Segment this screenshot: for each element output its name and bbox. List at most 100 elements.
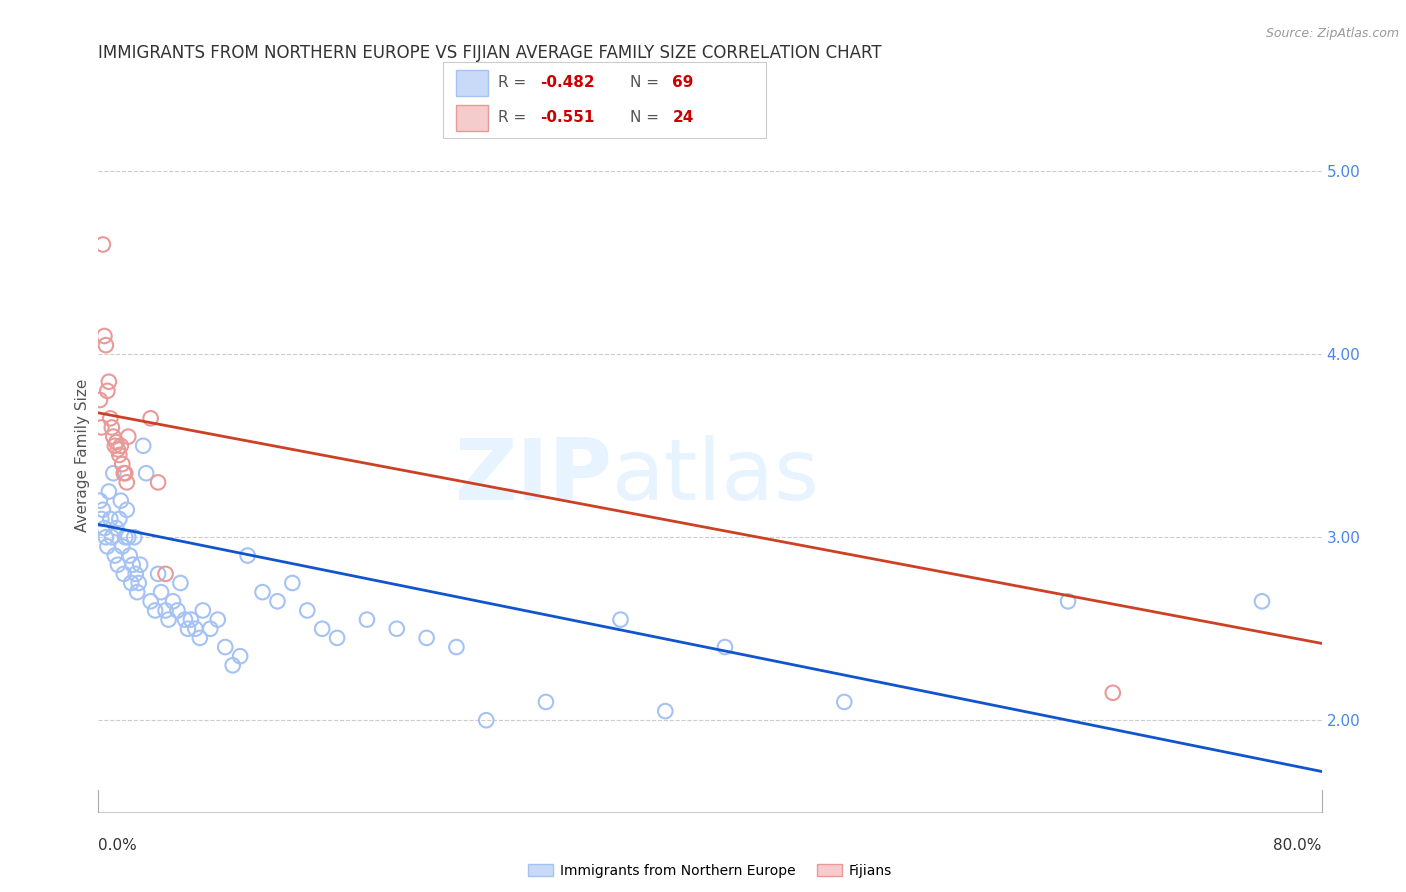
Point bbox=[174, 613, 197, 627]
Point bbox=[90, 420, 112, 434]
Point bbox=[111, 540, 134, 554]
FancyBboxPatch shape bbox=[456, 70, 488, 95]
Point bbox=[111, 457, 134, 471]
Point bbox=[103, 429, 125, 443]
Point bbox=[108, 512, 131, 526]
Point bbox=[122, 530, 145, 544]
Point bbox=[127, 585, 149, 599]
Point bbox=[654, 704, 676, 718]
Point bbox=[108, 448, 131, 462]
Point bbox=[93, 521, 115, 535]
Text: R =: R = bbox=[498, 111, 531, 125]
Point bbox=[1251, 594, 1274, 608]
Point bbox=[184, 622, 207, 636]
Text: 80.0%: 80.0% bbox=[1274, 838, 1322, 854]
Point bbox=[94, 530, 117, 544]
Point bbox=[385, 622, 408, 636]
Point bbox=[107, 442, 129, 457]
Point bbox=[89, 392, 111, 407]
Text: 69: 69 bbox=[672, 76, 695, 90]
Point bbox=[162, 594, 184, 608]
Point bbox=[112, 566, 135, 581]
Point bbox=[832, 695, 855, 709]
Point bbox=[118, 549, 141, 563]
Point bbox=[90, 512, 112, 526]
Point bbox=[155, 603, 177, 617]
Point bbox=[139, 411, 162, 425]
Text: N =: N = bbox=[630, 111, 664, 125]
Point bbox=[143, 603, 166, 617]
Text: N =: N = bbox=[630, 76, 664, 90]
Text: IMMIGRANTS FROM NORTHERN EUROPE VS FIJIAN AVERAGE FAMILY SIZE CORRELATION CHART: IMMIGRANTS FROM NORTHERN EUROPE VS FIJIA… bbox=[98, 45, 882, 62]
Point bbox=[91, 237, 114, 252]
Point bbox=[135, 467, 157, 481]
Text: 0.0%: 0.0% bbox=[98, 838, 138, 854]
Point bbox=[114, 467, 136, 481]
Text: R =: R = bbox=[498, 76, 531, 90]
Point bbox=[146, 566, 169, 581]
Point bbox=[98, 512, 121, 526]
Point bbox=[110, 439, 132, 453]
Text: -0.551: -0.551 bbox=[540, 111, 595, 125]
Point bbox=[112, 467, 135, 481]
Text: Source: ZipAtlas.com: Source: ZipAtlas.com bbox=[1265, 27, 1399, 40]
Point bbox=[266, 594, 288, 608]
Point bbox=[446, 640, 468, 654]
Point bbox=[415, 631, 437, 645]
Point bbox=[94, 338, 117, 352]
Point bbox=[132, 439, 155, 453]
Text: 24: 24 bbox=[672, 111, 695, 125]
FancyBboxPatch shape bbox=[443, 62, 766, 138]
Point bbox=[166, 603, 188, 617]
Point bbox=[326, 631, 349, 645]
Point bbox=[169, 576, 191, 591]
Point bbox=[297, 603, 319, 617]
Point bbox=[157, 613, 180, 627]
Point bbox=[89, 493, 111, 508]
Point bbox=[98, 411, 121, 425]
Point bbox=[534, 695, 557, 709]
Point bbox=[155, 566, 177, 581]
FancyBboxPatch shape bbox=[456, 105, 488, 130]
Point bbox=[121, 558, 143, 572]
Point bbox=[146, 475, 169, 490]
Point bbox=[475, 713, 498, 727]
Point bbox=[104, 439, 127, 453]
Point bbox=[115, 503, 138, 517]
Point bbox=[117, 530, 139, 544]
Point bbox=[139, 594, 162, 608]
Point bbox=[105, 435, 128, 450]
Point bbox=[229, 649, 252, 664]
Point bbox=[104, 549, 127, 563]
Point bbox=[609, 613, 631, 627]
Point bbox=[180, 613, 202, 627]
Point bbox=[356, 613, 378, 627]
Point bbox=[236, 549, 259, 563]
Point bbox=[117, 429, 139, 443]
Point bbox=[1057, 594, 1080, 608]
Point bbox=[125, 566, 148, 581]
Point bbox=[1101, 686, 1123, 700]
Text: atlas: atlas bbox=[612, 434, 820, 518]
Point bbox=[115, 475, 138, 490]
Point bbox=[96, 540, 118, 554]
Point bbox=[97, 484, 120, 499]
Point bbox=[714, 640, 737, 654]
Point bbox=[207, 613, 229, 627]
Point bbox=[107, 558, 129, 572]
Point bbox=[150, 585, 173, 599]
Point bbox=[96, 384, 118, 398]
Point bbox=[281, 576, 304, 591]
Legend: Immigrants from Northern Europe, Fijians: Immigrants from Northern Europe, Fijians bbox=[523, 858, 897, 883]
Point bbox=[101, 420, 124, 434]
Text: -0.482: -0.482 bbox=[540, 76, 595, 90]
Point bbox=[188, 631, 211, 645]
Y-axis label: Average Family Size: Average Family Size bbox=[75, 378, 90, 532]
Point bbox=[105, 521, 128, 535]
Point bbox=[97, 375, 120, 389]
Point bbox=[110, 493, 132, 508]
Point bbox=[311, 622, 333, 636]
Point bbox=[93, 329, 115, 343]
Point bbox=[221, 658, 243, 673]
Point bbox=[200, 622, 222, 636]
